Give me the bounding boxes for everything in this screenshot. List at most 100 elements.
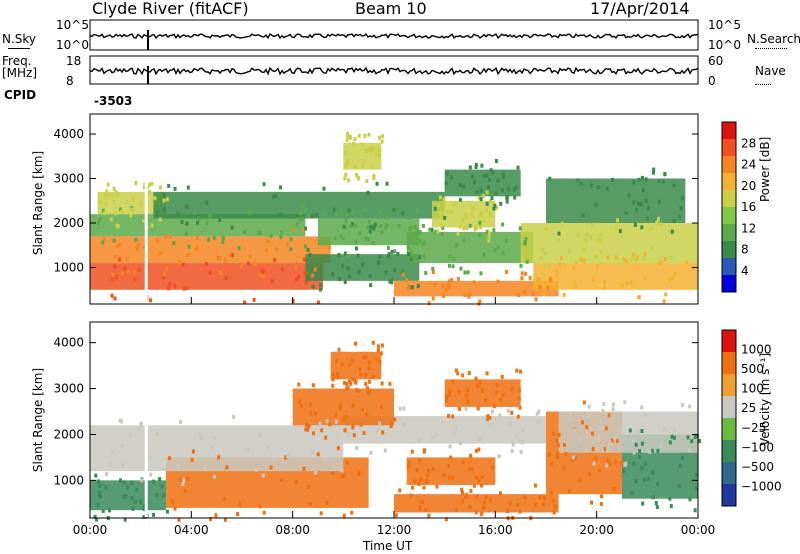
power-speck-10-29 <box>486 185 490 190</box>
power-speck-12-28 <box>585 232 589 237</box>
power-speck-4-14 <box>185 204 189 209</box>
velocity-speck-0-7 <box>119 478 123 483</box>
power-colorbar-cell-3 <box>722 173 736 190</box>
power-speck-6-3 <box>318 287 322 292</box>
power-speck-9-16 <box>470 212 474 217</box>
power-speck-5-27 <box>350 210 354 215</box>
power-speck-12-16 <box>541 247 545 252</box>
velocity-speck-7-35 <box>578 478 582 483</box>
power-speck-10-37 <box>514 185 518 190</box>
power-speck-4-2 <box>368 229 372 234</box>
velocity-speck-6-9 <box>299 403 303 408</box>
power-speck-4-18 <box>401 211 405 216</box>
velocity-speck-3-17 <box>383 448 387 453</box>
power-speck-6-25 <box>331 272 335 277</box>
velocity-speck-8-30 <box>640 465 644 470</box>
power-speck-3-14 <box>110 193 114 198</box>
power-speck-4-4 <box>385 181 389 186</box>
power-speck-2-1 <box>221 240 225 245</box>
velocity-speck-0-38 <box>155 493 159 498</box>
power-speck-5-11 <box>413 224 417 229</box>
power-speck-8-18 <box>501 222 505 227</box>
velocity-speck-6-35 <box>309 403 313 408</box>
power-speck-13-0 <box>672 183 676 188</box>
velocity-speck-2-16 <box>286 453 290 458</box>
velocity-speck-7-38 <box>549 462 553 467</box>
velocity-speck-2-14 <box>314 470 318 475</box>
power-speck-8-36 <box>496 245 500 250</box>
power-speck-6-24 <box>305 276 309 281</box>
power-speck-9-27 <box>440 215 444 220</box>
power-speck-14-39 <box>347 178 351 183</box>
power-speck-3-7 <box>104 202 108 207</box>
power-ylabel: Slant Range [km] <box>31 150 46 256</box>
power-speck-0-8 <box>167 286 171 291</box>
power-speck-8-9 <box>424 270 428 275</box>
velocity-speck-6-37 <box>352 433 356 438</box>
power-speck-5-0 <box>335 212 339 217</box>
power-speck-13-30 <box>624 211 628 216</box>
nsearch-line <box>755 48 787 49</box>
power-colorbar-tick-4: 12 <box>741 221 756 235</box>
power-speck-9-35 <box>473 227 477 232</box>
velocity-speck-10-16 <box>492 404 496 409</box>
power-speck-2-34 <box>184 231 188 236</box>
velocity-speck-11-4 <box>331 383 335 388</box>
power-speck-8-37 <box>448 254 452 259</box>
velocity-speck-8-13 <box>650 448 654 453</box>
velocity-speck-8-8 <box>651 495 655 500</box>
power-speck-7-20 <box>431 296 435 301</box>
velocity-speck-9-3 <box>606 447 610 452</box>
power-speck-2-16 <box>208 213 212 218</box>
velocity-speck-7-18 <box>620 461 624 466</box>
velocity-speck-1-16 <box>357 470 361 475</box>
velocity-speck-0-33 <box>161 493 165 498</box>
velocity-speck-5-37 <box>484 494 488 499</box>
power-speck-0-5 <box>273 258 277 263</box>
power-speck-8-6 <box>466 270 470 275</box>
velocity-speck-11-6 <box>371 374 375 379</box>
velocity-speck-9-25 <box>680 403 684 408</box>
power-speck-7-3 <box>446 282 450 287</box>
power-speck-8-5 <box>479 271 483 276</box>
velocity-speck-2-22 <box>155 432 159 437</box>
velocity-speck-11-3 <box>337 347 341 352</box>
power-speck-2-13 <box>301 217 305 222</box>
power-speck-9-20 <box>434 217 438 222</box>
power-speck-10-17 <box>444 181 448 186</box>
power-speck-9-37 <box>485 208 489 213</box>
power-speck-13-14 <box>641 188 645 193</box>
velocity-speck-9-32 <box>589 426 593 431</box>
power-speck-6-39 <box>319 282 323 287</box>
velocity-speck-7-15 <box>607 413 611 418</box>
power-speck-14-36 <box>353 136 357 141</box>
power-speck-13-1 <box>594 202 598 207</box>
velocity-speck-1-24 <box>284 455 288 460</box>
velocity-speck-1-15 <box>209 516 213 521</box>
power-speck-11-23 <box>685 260 689 265</box>
velocity-speck-6-17 <box>306 427 310 432</box>
power-speck-11-12 <box>606 255 610 260</box>
power-speck-7-1 <box>457 276 461 281</box>
power-speck-13-11 <box>657 199 661 204</box>
freq-tick-bottom: 8 <box>66 74 74 88</box>
power-speck-7-4 <box>534 297 538 302</box>
velocity-speck-5-24 <box>474 494 478 499</box>
power-speck-1-6 <box>102 237 106 242</box>
power-speck-14-18 <box>346 159 350 164</box>
power-colorbar-cell-1 <box>722 139 736 156</box>
velocity-speck-11-13 <box>364 354 368 359</box>
power-speck-0-35 <box>280 267 284 272</box>
power-speck-14-19 <box>362 158 366 163</box>
power-speck-11-2 <box>643 276 647 281</box>
velocity-colorbar-label: Velocity [m s⁻¹] <box>758 352 772 446</box>
power-ytick-label-0: 1000 <box>53 261 84 275</box>
velocity-speck-0-9 <box>104 485 108 490</box>
power-speck-9-7 <box>440 223 444 228</box>
power-speck-9-13 <box>481 194 485 199</box>
power-speck-5-23 <box>333 236 337 241</box>
velocity-speck-2-21 <box>266 445 270 450</box>
velocity-speck-5-7 <box>468 466 472 471</box>
power-speck-2-37 <box>221 235 225 240</box>
velocity-speck-3-2 <box>402 406 406 411</box>
